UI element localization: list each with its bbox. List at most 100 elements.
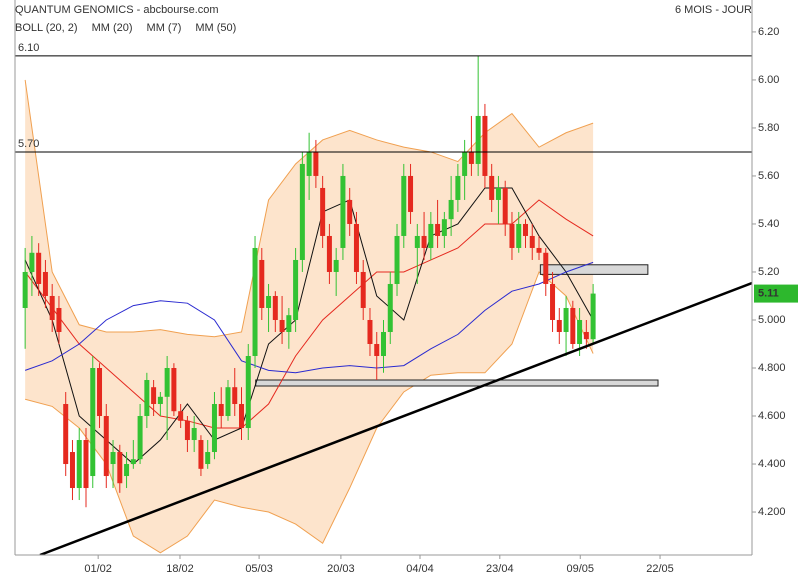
last-price-box [754,284,798,303]
candle-body [252,247,258,356]
candle-body [381,331,386,356]
x-tick-label: 20/03 [327,563,355,575]
candle-body [279,319,285,332]
candle-body [232,387,238,405]
candle-body [529,235,535,248]
candle-body [218,404,224,417]
last-price-label: 5.11 [758,287,779,299]
y-tick-label: 5.000 [758,314,786,326]
candle-body [347,199,353,224]
candle-body [198,440,204,469]
candle-body [340,175,346,248]
candle-body [509,223,515,248]
candle-body [90,367,96,477]
y-tick-label: 5.40 [758,218,779,230]
candle-body [42,271,48,296]
zone [255,379,659,387]
plot-area [22,55,752,555]
x-tick-label: 04/04 [406,563,434,575]
candle-body [157,396,163,405]
candle-body [178,411,184,421]
trendline [39,281,752,555]
candle-body [299,163,305,260]
candle-body [462,151,468,176]
candle-body [272,295,278,320]
candle-body [435,223,441,236]
candle-body [225,387,231,417]
candle-body [536,247,542,253]
x-tick-label: 22/05 [646,563,674,575]
moving-average [24,261,594,374]
candle-body [590,293,596,340]
candle-body [522,223,528,236]
candle-body [353,223,359,272]
y-tick-label: 4.400 [758,458,786,470]
candle-body [306,151,312,176]
x-tick-label: 18/02 [166,563,194,575]
candle-body [401,175,407,236]
candle-body [76,440,82,489]
candle-body [543,252,549,284]
candle-body [408,175,414,212]
candle-body [421,235,427,248]
legend-entry: MM (7) [147,22,182,34]
candle-body [211,404,217,453]
candle-body [83,440,89,489]
candle-body [259,259,265,308]
candle-body [171,367,177,412]
candle-body [570,307,576,344]
candle-body [56,307,62,332]
candle-body [22,271,28,308]
candle-body [124,464,130,477]
candle-body [286,315,292,332]
candle-body [293,259,299,320]
candle-body [326,235,332,272]
candle-body [516,223,522,248]
candle-body [103,416,109,477]
candle-body [367,319,373,344]
candle-body [577,319,583,344]
legend-entry: MM (50) [195,22,236,34]
x-tick-label: 09/05 [566,563,594,575]
legend-entry: MM (20) [92,22,133,34]
y-tick-label: 5.20 [758,266,779,278]
chart-title: QUANTUM GENOMICS - abcbourse.com [15,4,219,16]
candle-body [239,404,245,429]
candle-body [137,416,143,460]
x-tick-label: 01/02 [84,563,112,575]
candle-body [320,187,326,236]
candle-body [374,343,380,356]
candle-body [556,319,562,332]
candle-body [583,331,589,340]
candle-body [49,295,55,320]
candle-body [184,420,190,441]
candle-body [164,367,170,397]
candle-body [245,355,251,429]
candle-body [360,271,366,308]
candle-body [97,367,103,417]
candle-body [69,452,75,489]
candle-body [387,283,393,332]
candle-body [482,115,488,176]
candle-body [414,235,420,248]
candle-body [428,223,434,248]
candle-body [563,307,569,332]
legend-entry: BOLL (20, 2) [15,22,78,34]
candle-body [394,235,400,284]
candle-body [29,252,35,272]
candle-body [63,404,69,465]
candle-body [448,199,454,220]
x-tick-label: 23/04 [486,563,514,575]
candle-body [117,452,123,484]
candle-body [110,452,116,465]
y-tick-label: 6.00 [758,74,779,86]
candle-body [333,259,339,272]
candle-body [455,175,461,200]
candle-body [489,175,495,200]
candle-body [205,452,211,465]
candle-body [151,387,157,405]
y-tick-label: 5.60 [758,170,779,182]
bollinger-lower [25,271,594,554]
